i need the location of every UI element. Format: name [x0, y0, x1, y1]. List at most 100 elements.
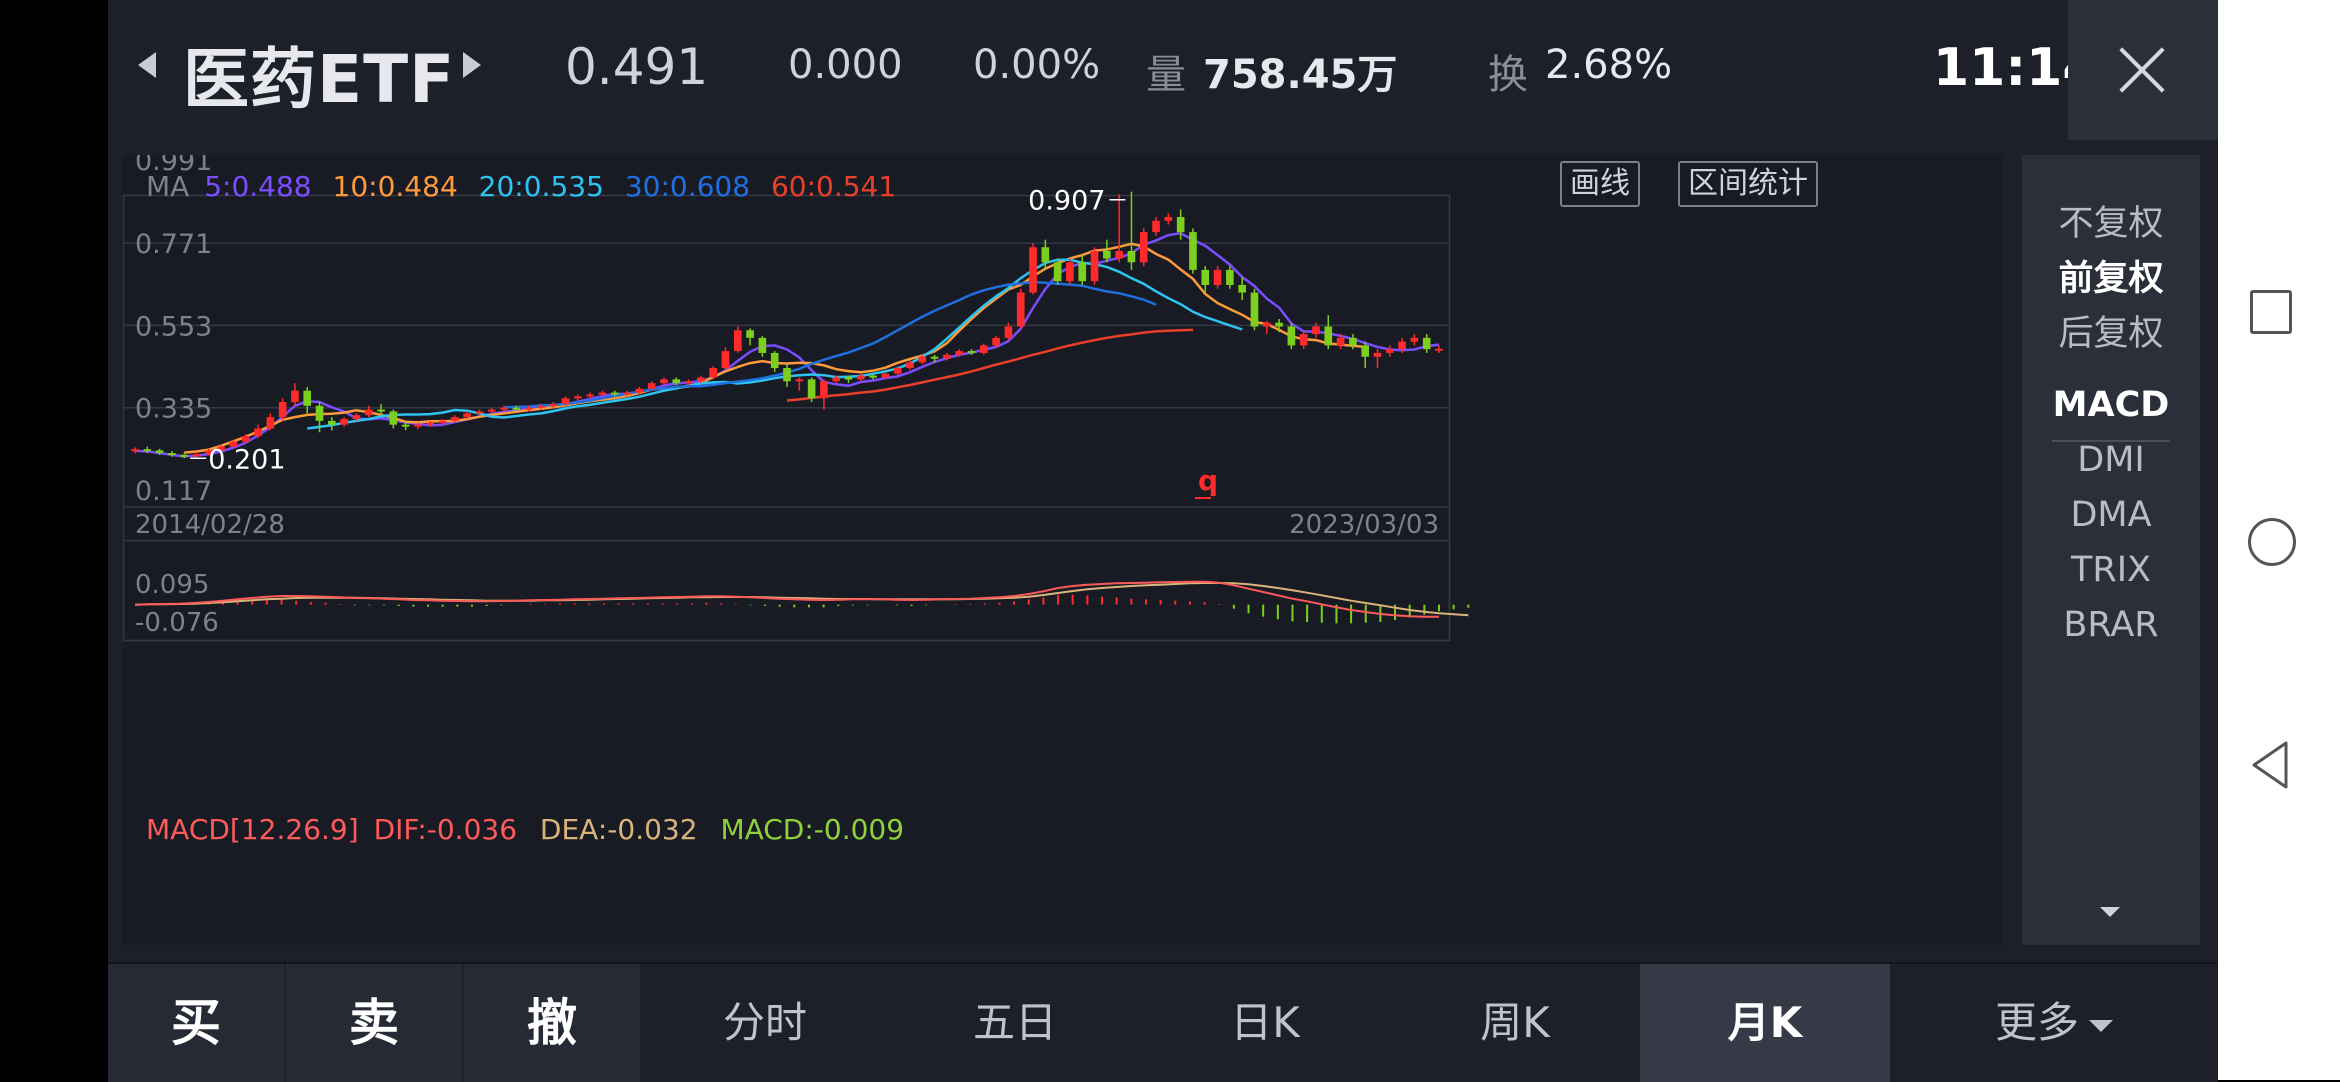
candle-body [1115, 250, 1123, 259]
candle-body [1053, 262, 1062, 282]
candle-body [1041, 247, 1050, 263]
candle-body [1299, 334, 1308, 346]
candle-body [537, 405, 545, 408]
tab-intraday[interactable]: 分时 [722, 998, 807, 1047]
macd-title: MACD[12.26.9] [146, 813, 359, 846]
candle-body [906, 362, 914, 369]
candle-body [1250, 292, 1259, 327]
ma60-value: 60:0.541 [770, 170, 897, 203]
tab-weekly-k[interactable]: 周K [1480, 998, 1550, 1047]
indicator-trix[interactable]: TRIX [2071, 550, 2151, 590]
candle-body [1201, 269, 1210, 285]
candle-body [414, 424, 422, 427]
candle-body [1385, 349, 1394, 353]
candle-body [1410, 337, 1419, 342]
indicator-brar[interactable]: BRAR [2063, 605, 2159, 645]
previous-stock-arrow-icon[interactable] [138, 52, 156, 78]
candle-body [1139, 232, 1148, 263]
tab-daily-k[interactable]: 日K [1230, 998, 1300, 1047]
candle-body [1029, 247, 1037, 293]
candle-body [155, 450, 164, 453]
candle-body [1103, 250, 1111, 259]
ma30-value: 30:0.608 [624, 170, 751, 203]
turnover-value: 2.68% [1545, 42, 1673, 88]
candle-body [1016, 292, 1025, 327]
candle-body [980, 345, 988, 353]
candle-body [377, 409, 385, 412]
macd-value: MACD:-0.009 [720, 813, 905, 846]
more-indicators-icon[interactable] [2100, 907, 2120, 917]
candle-body [401, 424, 410, 427]
candle-body [1127, 250, 1136, 263]
candle-body [598, 392, 607, 395]
candle-body [463, 413, 471, 418]
close-button[interactable] [2068, 0, 2218, 140]
candle-body [992, 337, 1000, 346]
candle-body [229, 441, 238, 447]
candle-body [967, 351, 976, 354]
macd-legend: MACD[12.26.9] DIF:-0.036 DEA:-0.032 MACD… [146, 813, 904, 846]
dropdown-caret-icon [2089, 1019, 2113, 1032]
candle-body [684, 381, 693, 384]
y-tick-label: 0.335 [135, 394, 212, 425]
candle-body [364, 409, 373, 416]
buy-button[interactable]: 买 [108, 964, 284, 1082]
candle-body [131, 449, 139, 452]
stock-chart-app: 医药ETF 0.491 0.000 0.00% 量 758.45万 换 2.68… [108, 0, 2218, 1082]
candle-body [770, 352, 779, 369]
candle-body [241, 436, 250, 442]
candle-body [844, 377, 853, 380]
ma20-line [307, 258, 1243, 430]
ma20-value: 20:0.535 [478, 170, 604, 203]
candle-body [143, 449, 152, 452]
recent-apps-icon[interactable] [2250, 290, 2292, 334]
ma-legend-title: MA [146, 170, 190, 203]
candle-body [315, 405, 324, 421]
system-navigation-bar [2218, 0, 2340, 1080]
candle-body [783, 368, 791, 382]
adjust-none-option[interactable]: 不复权 [2058, 204, 2164, 244]
candle-body [561, 398, 570, 404]
indicator-dma[interactable]: DMA [2070, 495, 2152, 535]
next-stock-arrow-icon[interactable] [463, 52, 481, 78]
cancel-order-button[interactable]: 撤 [464, 964, 640, 1082]
candle-body [500, 407, 508, 410]
candle-body [1090, 250, 1099, 282]
candle-body [721, 351, 730, 369]
adjust-backward-option[interactable]: 后复权 [2058, 314, 2164, 354]
sell-button[interactable]: 卖 [286, 964, 462, 1082]
candle-body [709, 368, 718, 378]
volume-value: 758.45万 [1203, 52, 1398, 98]
candle-body [1398, 341, 1406, 350]
kline-chart-svg[interactable]: 0.095 -0.076 0.991 0.771 0.553 0.335 0.117201… [123, 155, 2003, 945]
home-icon[interactable] [2248, 518, 2296, 566]
macd-dif-line [134, 580, 1439, 618]
candle-body [1324, 326, 1333, 346]
candle-body [943, 354, 951, 359]
indicator-macd[interactable]: MACD [2052, 385, 2170, 425]
tab-five-day[interactable]: 五日 [972, 998, 1057, 1047]
candle-body [340, 419, 348, 425]
candle-body [610, 392, 619, 395]
tab-monthly-k[interactable]: 月K [1640, 964, 1890, 1082]
kline-chart-panel[interactable]: 0.095 -0.076 0.991 0.771 0.553 0.335 0.117 201… [123, 155, 2003, 945]
candle-body [217, 446, 225, 451]
range-stats-button[interactable]: 区间统计 [1678, 161, 1818, 207]
tab-more[interactable]: 更多 [1890, 964, 2218, 1082]
candle-body [1287, 326, 1296, 346]
back-icon[interactable] [2250, 740, 2290, 790]
macd-frame [123, 539, 1451, 642]
adjust-forward-option[interactable]: 前复权 [2058, 259, 2164, 299]
candle-body [1066, 262, 1074, 282]
candle-body [623, 392, 631, 395]
stock-name[interactable]: 医药ETF [183, 41, 456, 118]
candle-body [192, 454, 201, 457]
candle-body [204, 450, 213, 455]
candle-body [856, 375, 865, 380]
draw-line-button[interactable]: 画线 [1560, 161, 1640, 207]
candle-body [438, 420, 447, 423]
candle-body [278, 402, 287, 418]
turnover-label: 换 [1488, 52, 1528, 98]
candle-body [254, 428, 262, 437]
indicator-dmi[interactable]: DMI [2077, 440, 2145, 480]
